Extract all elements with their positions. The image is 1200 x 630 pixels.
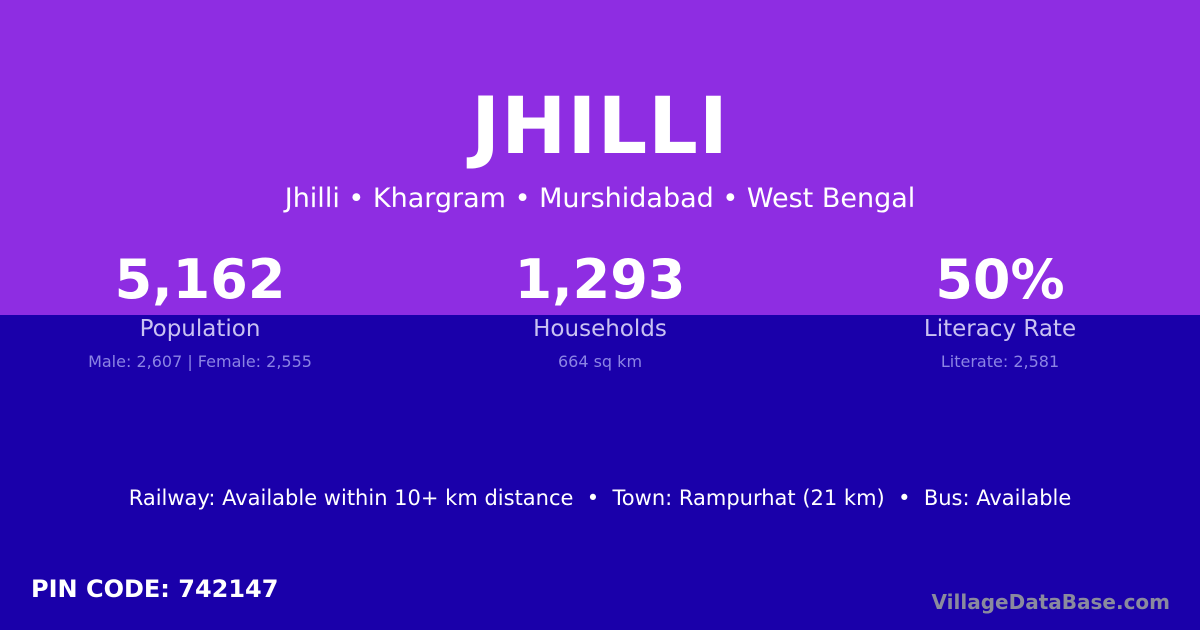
- stat-literacy: 50% Literacy Rate Literate: 2,581: [800, 248, 1200, 372]
- stat-detail: 664 sq km: [557, 352, 643, 371]
- brand-logo: VillageDataBase.com: [931, 590, 1170, 614]
- header-band: [0, 0, 1200, 315]
- pin-code: PIN CODE: 742147: [31, 575, 279, 603]
- facilities-line: Railway: Available within 10+ km distanc…: [128, 486, 1072, 510]
- stat-label: Households: [533, 316, 667, 342]
- location-breadcrumb: Jhilli • Khargram • Murshidabad • West B…: [284, 183, 916, 214]
- stat-detail: Male: 2,607 | Female: 2,555: [88, 352, 312, 371]
- stat-label: Literacy Rate: [923, 316, 1077, 342]
- stat-value: 5,162: [114, 248, 286, 311]
- stat-detail: Literate: 2,581: [940, 352, 1060, 371]
- stat-population: 5,162 Population Male: 2,607 | Female: 2…: [0, 248, 400, 372]
- stat-households: 1,293 Households 664 sq km: [400, 248, 800, 372]
- village-title: JHILLI: [471, 82, 729, 172]
- stat-value: 1,293: [514, 248, 686, 311]
- stat-value: 50%: [935, 248, 1065, 311]
- stat-label: Population: [139, 316, 261, 342]
